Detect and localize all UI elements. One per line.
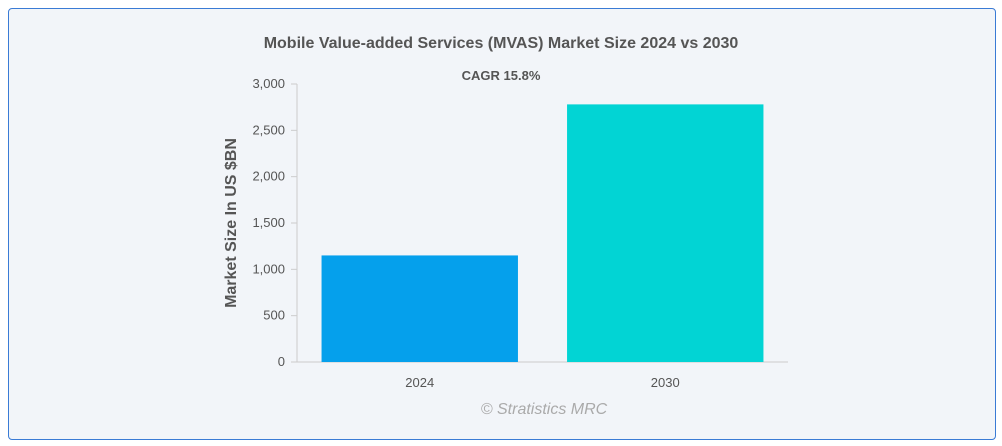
- y-tick-label: 0: [278, 354, 285, 369]
- bar-2024[interactable]: [321, 255, 518, 362]
- y-tick-label: 500: [263, 308, 285, 323]
- y-tick-label: 1,500: [252, 215, 285, 230]
- watermark: © Stratistics MRC: [480, 401, 608, 418]
- y-tick-label: 2,500: [252, 122, 285, 137]
- bar-2030[interactable]: [567, 104, 764, 363]
- y-tick-label: 2,000: [252, 169, 285, 184]
- x-tick-label: 2024: [405, 375, 434, 390]
- y-tick-label: 1,000: [252, 261, 285, 276]
- y-tick-label: 3,000: [252, 76, 285, 91]
- chart-title: Mobile Value-added Services (MVAS) Marke…: [263, 35, 739, 52]
- cagr-annotation: CAGR 15.8%: [461, 68, 541, 83]
- x-tick-label: 2030: [651, 375, 680, 390]
- chart-frame: [8, 8, 996, 440]
